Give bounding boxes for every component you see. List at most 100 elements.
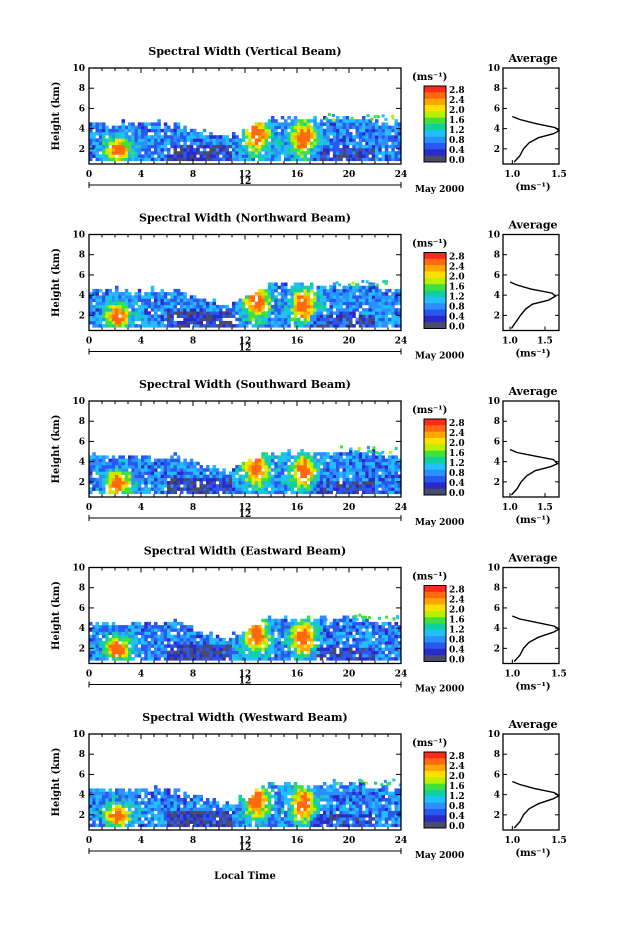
heatmap-cell	[189, 458, 194, 463]
heatmap-cell	[332, 650, 337, 655]
heatmap-cell	[163, 807, 168, 812]
heatmap-cell	[306, 157, 311, 162]
heatmap-cell	[241, 317, 246, 322]
heatmap-cell	[228, 637, 233, 642]
heatmap-cell	[89, 657, 93, 661]
heatmap-cell	[261, 288, 265, 293]
heatmap-cell	[352, 471, 356, 475]
heatmap-cell	[271, 151, 275, 155]
heatmap-cell	[258, 634, 262, 639]
heatmap-cell	[271, 135, 275, 139]
colorbar-swatch	[424, 457, 446, 464]
heatmap-cell	[384, 621, 389, 626]
heatmap-cell	[349, 122, 353, 126]
colorbar-swatch	[424, 629, 446, 637]
heatmap-cell	[362, 657, 366, 661]
heatmap-cell	[111, 148, 116, 152]
heatmap-cell	[303, 119, 307, 123]
heatmap-cell	[313, 455, 317, 459]
heatmap-cell	[332, 135, 337, 139]
heatmap-cell	[144, 141, 148, 146]
heatmap-cell	[388, 657, 392, 661]
x-tick-label: 20	[343, 503, 356, 513]
heatmap-cell	[352, 298, 356, 302]
heatmap-cell	[118, 148, 122, 152]
heatmap-cell	[277, 125, 281, 130]
heatmap-cell	[95, 125, 99, 130]
heatmap-cell	[371, 628, 376, 632]
heatmap-cell	[316, 132, 320, 136]
colorbar-swatch	[424, 86, 446, 93]
heatmap-cell	[105, 138, 109, 142]
heatmap-cell	[147, 650, 151, 655]
heatmap-cell	[297, 452, 301, 456]
heatmap-cell	[388, 308, 392, 312]
heatmap-cell	[323, 151, 327, 155]
heatmap-cell	[248, 490, 252, 495]
heatmap-cell	[371, 151, 376, 155]
heatmap-cell	[329, 657, 333, 661]
heatmap-cell	[336, 452, 340, 456]
heatmap-cell	[274, 151, 278, 155]
heatmap-cell	[336, 320, 340, 325]
heatmap-cell	[170, 471, 174, 475]
heatmap-cell	[241, 650, 246, 655]
heatmap-cell	[323, 458, 327, 463]
heatmap-cell	[310, 154, 314, 158]
heatmap-cell	[111, 490, 116, 495]
heatmap-cell	[212, 151, 216, 155]
heatmap-cell	[342, 295, 346, 299]
heatmap-cell	[105, 641, 109, 645]
heatmap-cell	[167, 487, 171, 491]
heatmap-cell	[95, 292, 99, 296]
heatmap-cell	[222, 481, 226, 485]
heatmap-cell	[293, 657, 298, 661]
heatmap-cell	[368, 317, 372, 322]
heatmap-cell	[196, 151, 200, 155]
heatmap-cell	[267, 304, 272, 309]
heatmap-cell	[147, 820, 151, 824]
heatmap-cell	[368, 132, 372, 136]
colorbar-swatch	[424, 290, 446, 298]
heatmap-cell	[381, 631, 385, 635]
heatmap-cell	[274, 154, 278, 158]
heatmap-cell	[297, 637, 301, 642]
heatmap-cell	[352, 644, 356, 648]
heatmap-cell	[381, 301, 385, 306]
heatmap-cell	[144, 461, 148, 466]
heatmap-cell	[193, 468, 197, 472]
heatmap-cell	[388, 151, 392, 155]
heatmap-cell	[89, 798, 93, 802]
heatmap-cell	[329, 625, 333, 629]
heatmap-cell	[118, 823, 122, 828]
heatmap-cell	[170, 311, 174, 315]
heatmap-cell	[92, 148, 96, 152]
heatmap-cell	[241, 657, 246, 661]
heatmap-cell	[102, 461, 106, 466]
heatmap-cell	[271, 455, 275, 459]
heatmap-cell	[306, 128, 311, 133]
heatmap-cell	[180, 304, 184, 309]
heatmap-cell	[378, 484, 382, 488]
colorbar-tick-label: 2.0	[449, 439, 465, 449]
heatmap-cell	[293, 151, 298, 155]
heatmap-cell	[163, 122, 168, 126]
heatmap-cell	[358, 628, 363, 632]
heatmap-cell	[186, 628, 190, 632]
heatmap-cell	[98, 468, 103, 472]
heatmap-cell	[225, 487, 229, 491]
average-x-tick-label: 1.0	[502, 337, 518, 347]
heatmap-cell	[339, 657, 343, 661]
heatmap-cell	[326, 157, 330, 162]
heatmap-cell	[124, 490, 129, 495]
heatmap-cell	[397, 490, 402, 495]
heatmap-cell	[381, 114, 385, 118]
heatmap-cell	[352, 490, 356, 495]
y-tick-label: 6	[79, 437, 85, 447]
y-tick-label: 4	[79, 458, 85, 468]
heatmap-cell	[349, 301, 353, 306]
heatmap-cell	[115, 810, 119, 815]
heatmap-cell	[118, 458, 122, 463]
heatmap-cell	[118, 311, 122, 315]
heatmap-cell	[89, 292, 93, 296]
